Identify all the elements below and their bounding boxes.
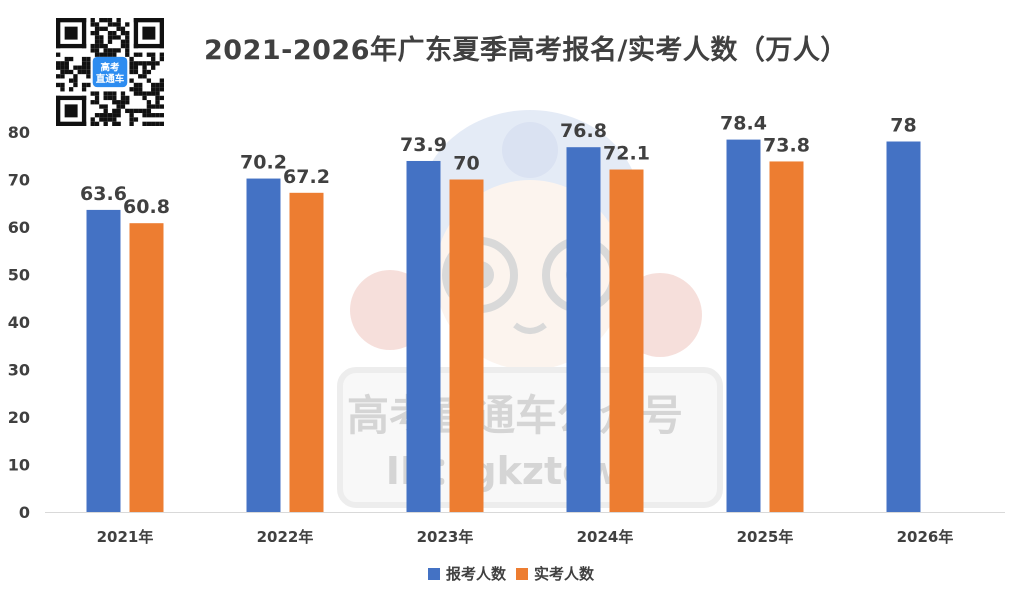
legend-swatch — [427, 567, 440, 580]
y-tick-label: 70 — [8, 171, 30, 190]
y-tick-label: 0 — [19, 503, 30, 522]
qr-code-image: 高考 直通车 — [56, 18, 164, 126]
bar-actual — [289, 192, 324, 513]
legend-item: 实考人数 — [516, 563, 594, 584]
bar-actual — [129, 223, 164, 512]
bar-actual — [449, 179, 484, 512]
qr-badge-line1: 高考 — [100, 62, 120, 74]
y-tick-label: 60 — [8, 218, 30, 237]
legend-label: 报考人数 — [445, 565, 506, 583]
bar-actual — [769, 161, 804, 512]
data-label: 76.8 — [560, 120, 607, 142]
x-tick-label: 2022年 — [257, 528, 314, 546]
x-tick-label: 2026年 — [897, 528, 954, 546]
legend: 报考人数 实考人数 — [0, 563, 1022, 584]
x-tick-label: 2021年 — [97, 528, 154, 546]
y-tick-label: 10 — [8, 456, 30, 475]
data-label: 72.1 — [603, 143, 650, 165]
bar-registered — [726, 139, 761, 512]
y-tick-label: 40 — [8, 313, 30, 332]
data-label: 78.4 — [720, 113, 767, 135]
data-label: 73.9 — [400, 134, 447, 156]
bar-registered — [246, 178, 281, 513]
chart-title: 2021-2026年广东夏季高考报名/实考人数（万人） — [204, 35, 848, 66]
legend-label: 实考人数 — [534, 565, 595, 583]
y-tick-label: 50 — [8, 266, 30, 285]
x-tick-label: 2024年 — [577, 528, 634, 546]
bar-actual — [609, 169, 644, 512]
bar-registered — [566, 147, 601, 512]
bar-registered — [406, 160, 441, 512]
x-tick-label: 2023年 — [417, 528, 474, 546]
data-label: 60.8 — [123, 196, 170, 218]
data-label: 78 — [890, 115, 916, 137]
y-tick-label: 30 — [8, 361, 30, 380]
legend-swatch — [516, 567, 528, 580]
bar-registered — [886, 141, 921, 512]
data-label: 63.6 — [80, 183, 127, 205]
data-label: 73.8 — [763, 134, 810, 156]
bar-registered — [86, 209, 121, 512]
y-tick-label: 80 — [8, 123, 30, 142]
legend-item: 报考人数 — [427, 563, 506, 584]
data-label: 70 — [453, 153, 479, 175]
x-tick-label: 2025年 — [737, 528, 794, 546]
data-label: 70.2 — [240, 152, 287, 174]
qr-badge-line2: 直通车 — [96, 73, 125, 85]
data-label: 67.2 — [283, 166, 330, 188]
y-tick-label: 20 — [8, 408, 30, 427]
